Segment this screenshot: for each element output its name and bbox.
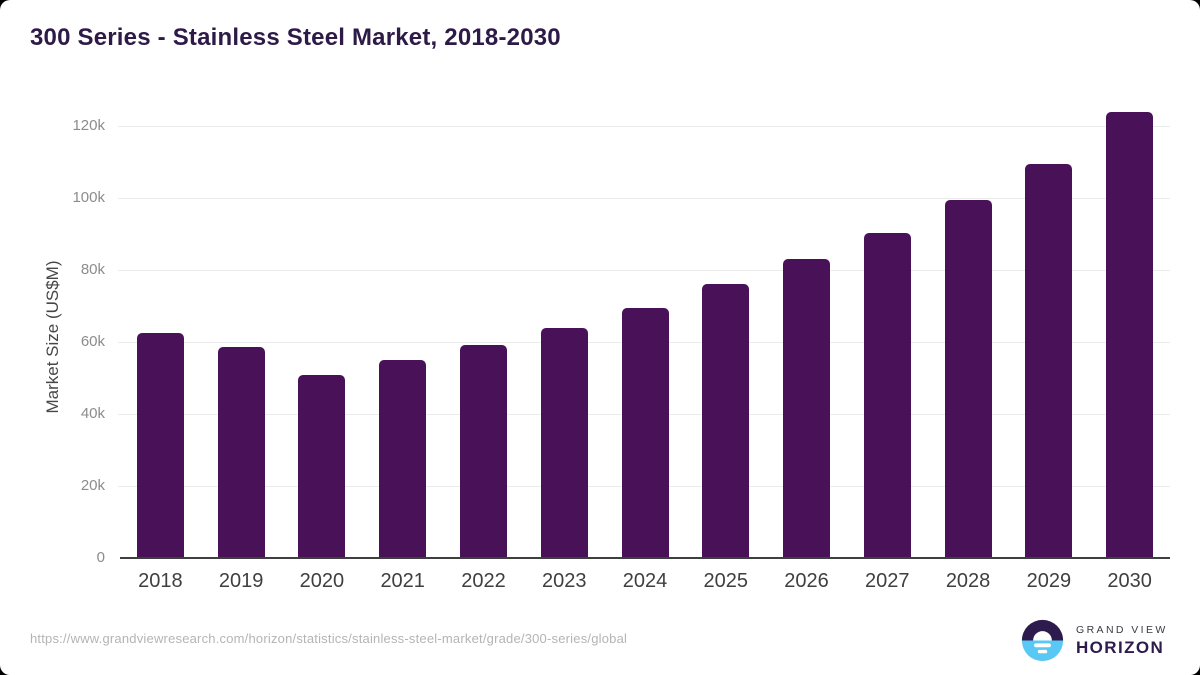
x-tick-label-2025: 2025 <box>703 570 749 592</box>
bar-2029[interactable] <box>1025 164 1073 558</box>
x-tick-label-2019: 2019 <box>218 570 264 592</box>
bar-2024[interactable] <box>621 307 669 558</box>
x-tick-label-2021: 2021 <box>380 570 425 592</box>
y-tick-label-60k: 60k <box>80 333 105 350</box>
bar-2030[interactable] <box>1106 111 1154 558</box>
y-tick-label-80k: 80k <box>80 261 105 278</box>
x-tick-label-2027: 2027 <box>865 570 910 592</box>
bar-2020[interactable] <box>298 375 346 558</box>
gridline-80k <box>118 269 1170 271</box>
x-tick-label-2028: 2028 <box>945 570 991 592</box>
horizon-sunrise-icon <box>1021 619 1064 662</box>
y-axis-title: Market Size (US$M) <box>43 260 62 414</box>
x-tick-label-2026: 2026 <box>784 570 829 592</box>
x-tick-label-2023: 2023 <box>541 570 587 592</box>
source-url: https://www.grandviewresearch.com/horizo… <box>30 631 628 646</box>
bar-2021[interactable] <box>379 359 427 558</box>
bar-2023[interactable] <box>540 327 588 558</box>
y-tick-label-120k: 120k <box>72 117 105 134</box>
bar-2026[interactable] <box>783 259 831 558</box>
grand-view-horizon-logo: GRAND VIEW HORIZON <box>1020 618 1168 663</box>
x-tick-label-2022: 2022 <box>461 570 506 592</box>
logo-brand-name: GRAND VIEW <box>1076 623 1168 636</box>
bar-2027[interactable] <box>863 232 911 558</box>
gridline-120k <box>118 125 1170 127</box>
bar-2019[interactable] <box>217 347 265 558</box>
x-tick-label-2030: 2030 <box>1107 570 1152 592</box>
x-tick-label-2018: 2018 <box>138 570 183 592</box>
y-tick-label-20k: 20k <box>80 477 105 494</box>
logo-product-name: HORIZON <box>1076 637 1165 657</box>
y-tick-label-100k: 100k <box>72 189 105 206</box>
y-tick-label-0: 0 <box>96 549 105 566</box>
x-tick-label-2024: 2024 <box>622 570 668 592</box>
chart-title: 300 Series - Stainless Steel Market, 201… <box>30 24 561 51</box>
bar-2025[interactable] <box>702 284 750 558</box>
y-tick-label-40k: 40k <box>80 405 105 422</box>
bar-2028[interactable] <box>944 200 992 558</box>
logo-text: GRAND VIEW HORIZON <box>1076 624 1168 658</box>
gridline-100k <box>118 197 1170 199</box>
x-axis-line <box>120 557 1170 559</box>
x-tick-label-2029: 2029 <box>1026 570 1072 592</box>
bar-2018[interactable] <box>136 333 184 558</box>
x-tick-label-2020: 2020 <box>299 570 345 592</box>
bar-2022[interactable] <box>459 344 507 558</box>
